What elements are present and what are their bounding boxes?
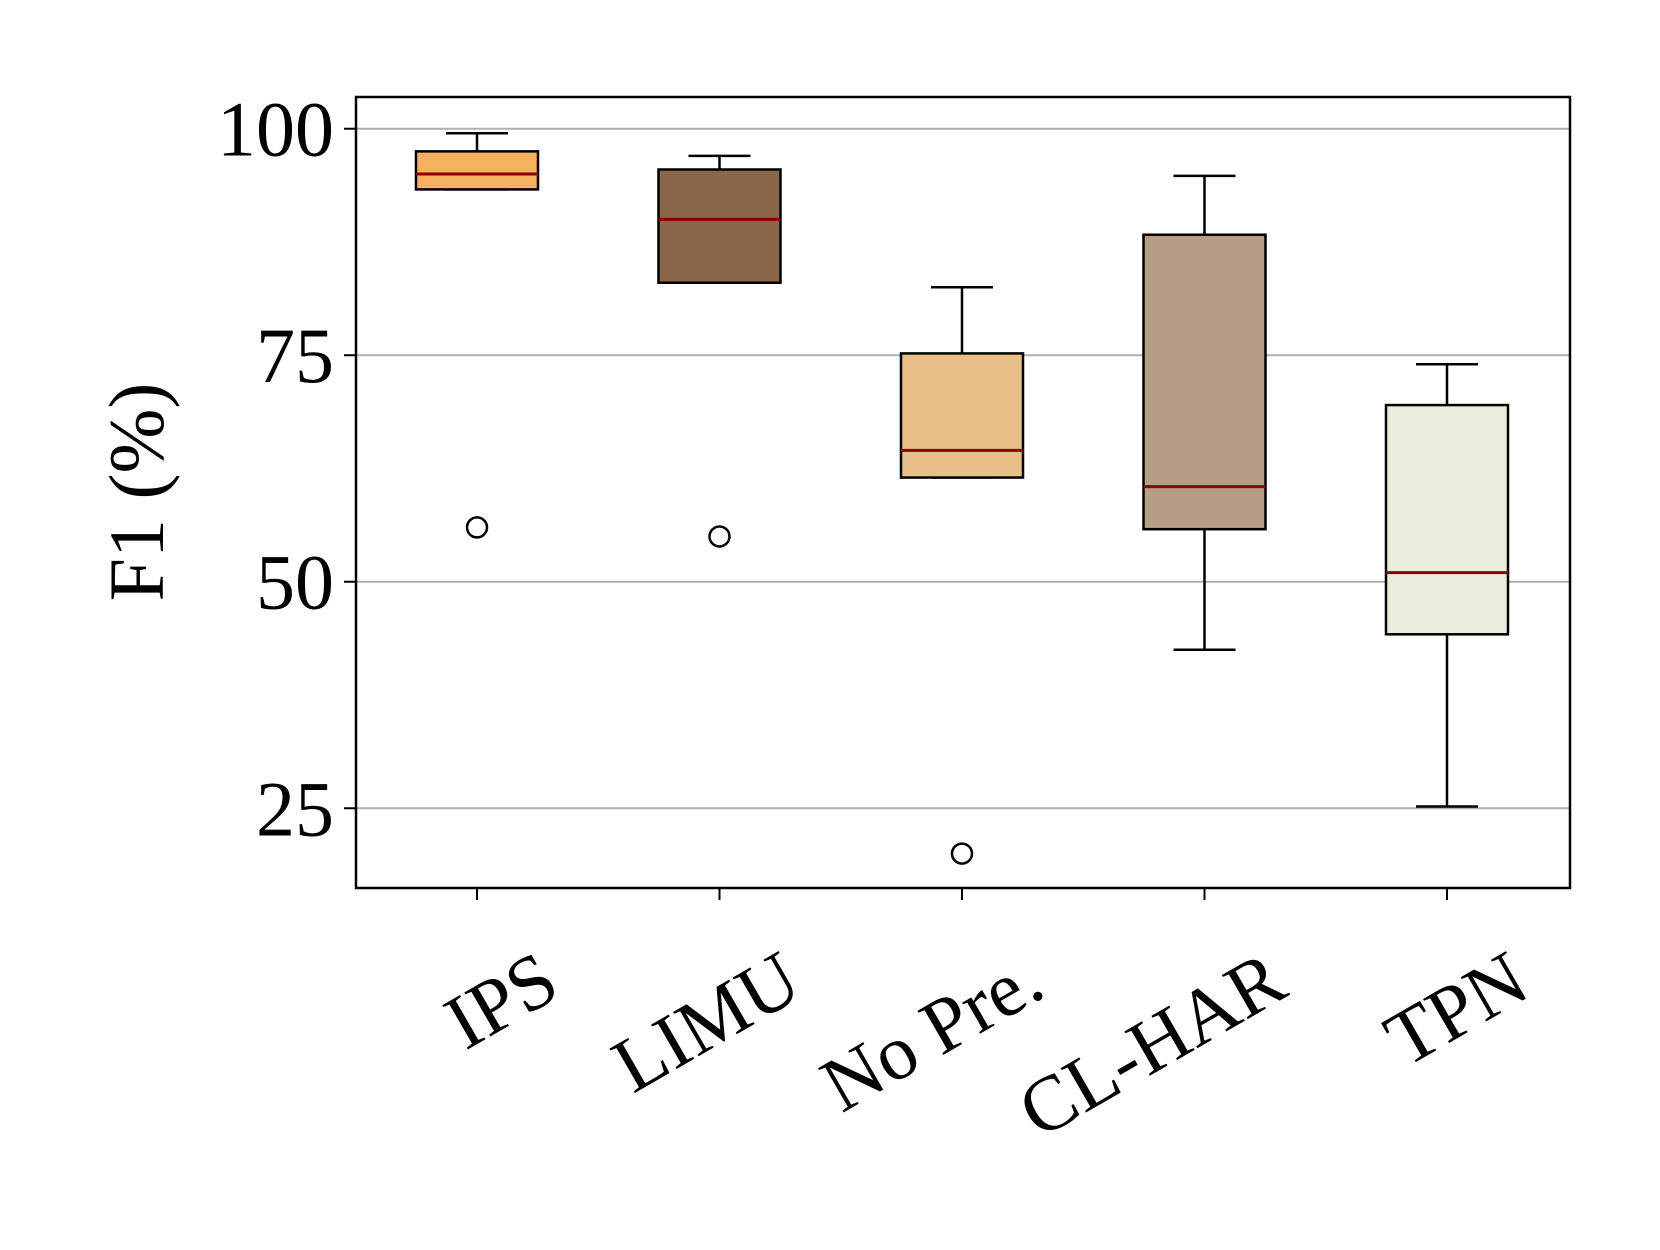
y-axis-label: F1 (%) <box>93 383 180 602</box>
box-group <box>1384 363 1510 808</box>
y-tick-label: 50 <box>256 539 334 626</box>
box-iqr <box>1142 233 1267 531</box>
outlier-point <box>708 525 731 548</box>
x-tick-label: TPN <box>1370 934 1541 1083</box>
box-iqr <box>414 150 540 191</box>
box-iqr <box>1384 403 1510 636</box>
outlier-point <box>950 842 974 865</box>
box-iqr <box>899 352 1025 479</box>
y-tick-label: 100 <box>217 86 334 173</box>
y-tick-label: 25 <box>256 765 334 852</box>
box-iqr <box>657 168 782 284</box>
x-tick-label: CL-HAR <box>1004 934 1299 1155</box>
outlier-point <box>465 516 489 539</box>
box-group <box>899 286 1025 865</box>
box-group <box>414 131 540 539</box>
y-tick-label: 75 <box>256 312 334 399</box>
box-layer <box>414 131 1510 865</box>
x-tick-label: LIMU <box>598 934 814 1109</box>
box-group <box>657 154 782 548</box>
box-group <box>1142 174 1267 651</box>
x-tick-label: IPS <box>430 934 571 1066</box>
